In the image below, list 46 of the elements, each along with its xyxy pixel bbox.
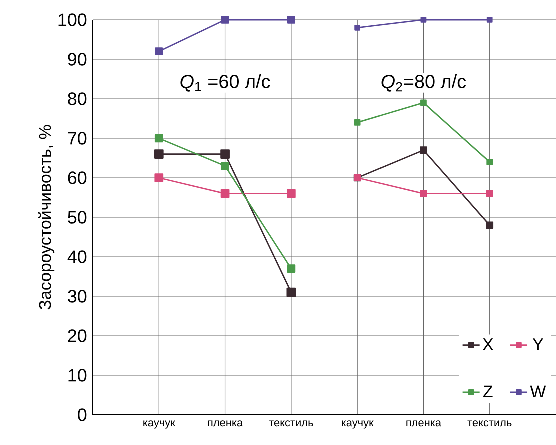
point (486, 190, 494, 198)
y-tick-label: 60 (68, 172, 87, 184)
x-tick-label: пленка (406, 420, 442, 427)
point (286, 288, 296, 298)
point (221, 16, 230, 24)
legend-label: X (482, 338, 494, 350)
annotation: Q$_{2}$=80 л/с (382, 74, 466, 92)
point (286, 189, 296, 198)
point (287, 264, 296, 274)
y-tick-label: 80 (68, 92, 87, 106)
point (154, 174, 164, 182)
y-tick-label: 50 (68, 211, 87, 224)
legend-label: W (530, 386, 546, 398)
point (154, 134, 164, 143)
x-tick-label: пленка (208, 420, 244, 427)
point (420, 100, 427, 106)
legend-label: Z (484, 386, 493, 398)
point (354, 24, 361, 31)
point (486, 159, 494, 166)
y-tick-label: 90 (68, 53, 87, 66)
y-tick-label: 20 (68, 330, 87, 342)
y-axis-title: Засороустойчивость, % (38, 125, 55, 310)
point (354, 120, 361, 126)
point (221, 162, 230, 170)
x-tick-label: текстиль (468, 420, 512, 427)
point (420, 190, 428, 198)
x-tick-label: каучук (144, 420, 176, 429)
point (486, 17, 493, 23)
point (420, 146, 428, 154)
y-tick-label: 10 (68, 369, 87, 382)
y-tick-label: 0 (78, 408, 87, 422)
x-tick-label: текстиль (269, 420, 314, 427)
point (155, 48, 164, 56)
legend-label: Y (532, 338, 544, 350)
x-tick-label: каучук (342, 420, 374, 429)
point (287, 16, 296, 24)
y-tick-label: 40 (68, 250, 87, 264)
y-tick-label: 30 (68, 290, 87, 303)
point (220, 150, 230, 159)
point (220, 189, 230, 198)
point (420, 17, 427, 23)
point (486, 222, 494, 230)
y-tick-label: 70 (68, 132, 87, 145)
point (154, 150, 164, 159)
annotation: Q$_{1}$ =60 л/с (180, 74, 270, 92)
y-tick-label: 100 (58, 14, 87, 26)
